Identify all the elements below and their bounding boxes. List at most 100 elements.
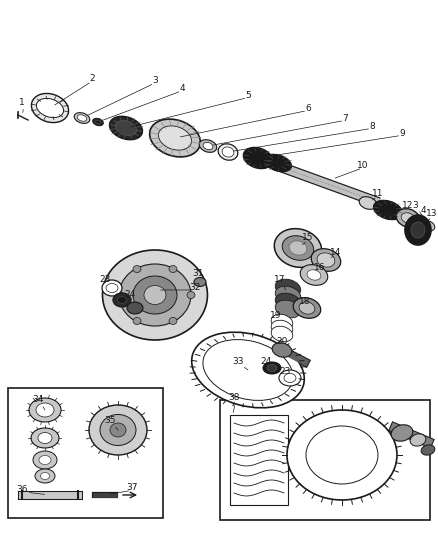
Ellipse shape	[144, 286, 166, 304]
Ellipse shape	[192, 332, 304, 408]
Ellipse shape	[293, 298, 321, 318]
Text: 10: 10	[357, 160, 369, 169]
Ellipse shape	[272, 343, 292, 357]
Ellipse shape	[282, 236, 314, 260]
Ellipse shape	[218, 144, 238, 160]
Ellipse shape	[289, 241, 307, 255]
Ellipse shape	[102, 250, 208, 340]
Text: 23: 23	[279, 367, 291, 376]
Bar	[8, 388, 163, 518]
Ellipse shape	[113, 293, 131, 307]
Ellipse shape	[93, 118, 103, 126]
Text: 12: 12	[402, 200, 413, 209]
Text: 3: 3	[412, 200, 418, 209]
Text: 18: 18	[299, 297, 311, 306]
Ellipse shape	[29, 398, 61, 422]
Ellipse shape	[169, 318, 177, 325]
Ellipse shape	[187, 292, 195, 298]
Text: 1: 1	[19, 98, 25, 107]
Ellipse shape	[110, 116, 142, 140]
Ellipse shape	[35, 469, 55, 483]
Text: 16: 16	[314, 263, 326, 272]
Ellipse shape	[106, 284, 118, 293]
Ellipse shape	[405, 215, 431, 245]
Text: 24: 24	[260, 358, 272, 367]
Ellipse shape	[374, 200, 403, 220]
Text: 4: 4	[420, 206, 426, 214]
Ellipse shape	[275, 279, 301, 297]
Text: 20: 20	[276, 337, 288, 346]
Ellipse shape	[115, 292, 123, 298]
Text: 11: 11	[372, 189, 384, 198]
Text: 8: 8	[369, 122, 375, 131]
Ellipse shape	[31, 428, 59, 448]
Ellipse shape	[401, 213, 415, 223]
Ellipse shape	[133, 276, 177, 314]
Ellipse shape	[359, 197, 377, 209]
Text: 36: 36	[16, 486, 28, 495]
Ellipse shape	[421, 445, 435, 455]
Ellipse shape	[271, 320, 293, 336]
Ellipse shape	[159, 126, 191, 150]
Ellipse shape	[307, 270, 321, 280]
Text: 23: 23	[99, 276, 111, 285]
Text: 37: 37	[126, 483, 138, 492]
Text: 4: 4	[179, 84, 185, 93]
Ellipse shape	[32, 93, 69, 123]
Ellipse shape	[115, 120, 137, 135]
Ellipse shape	[194, 278, 206, 287]
Ellipse shape	[89, 405, 147, 455]
Ellipse shape	[396, 209, 420, 228]
Ellipse shape	[203, 340, 293, 400]
Text: 19: 19	[270, 311, 282, 320]
Ellipse shape	[203, 142, 213, 150]
Ellipse shape	[150, 119, 200, 157]
Text: 3: 3	[152, 76, 158, 85]
Ellipse shape	[38, 432, 52, 443]
Text: 32: 32	[189, 284, 201, 293]
Ellipse shape	[275, 300, 301, 318]
Ellipse shape	[275, 293, 301, 311]
Ellipse shape	[127, 302, 143, 314]
Ellipse shape	[117, 296, 127, 303]
Text: 7: 7	[342, 114, 348, 123]
Ellipse shape	[410, 434, 426, 446]
Ellipse shape	[299, 302, 315, 314]
Text: 14: 14	[330, 247, 342, 256]
Ellipse shape	[199, 140, 217, 152]
Ellipse shape	[317, 253, 335, 267]
Bar	[230, 415, 288, 505]
Text: 34: 34	[32, 395, 44, 405]
Text: 5: 5	[245, 91, 251, 100]
Ellipse shape	[411, 222, 425, 238]
Ellipse shape	[36, 99, 64, 118]
Text: 17: 17	[274, 276, 286, 285]
Ellipse shape	[271, 326, 293, 342]
Ellipse shape	[300, 265, 328, 285]
Polygon shape	[270, 158, 380, 208]
Ellipse shape	[263, 362, 281, 374]
Text: 24: 24	[124, 290, 136, 300]
Ellipse shape	[311, 249, 341, 271]
Text: 35: 35	[104, 416, 116, 425]
Ellipse shape	[244, 148, 272, 168]
Ellipse shape	[169, 265, 177, 272]
Bar	[220, 400, 430, 520]
Ellipse shape	[265, 154, 292, 172]
Ellipse shape	[133, 318, 141, 325]
Text: 6: 6	[305, 103, 311, 112]
Ellipse shape	[284, 374, 296, 383]
Ellipse shape	[102, 280, 122, 296]
Ellipse shape	[40, 472, 49, 480]
Ellipse shape	[274, 229, 321, 268]
Ellipse shape	[95, 120, 100, 124]
Ellipse shape	[421, 221, 435, 231]
Ellipse shape	[391, 425, 413, 441]
Ellipse shape	[287, 410, 397, 500]
Ellipse shape	[119, 264, 191, 326]
Ellipse shape	[222, 147, 234, 157]
Ellipse shape	[279, 370, 301, 386]
Ellipse shape	[271, 314, 293, 330]
Text: 15: 15	[302, 232, 314, 241]
Ellipse shape	[267, 365, 277, 372]
